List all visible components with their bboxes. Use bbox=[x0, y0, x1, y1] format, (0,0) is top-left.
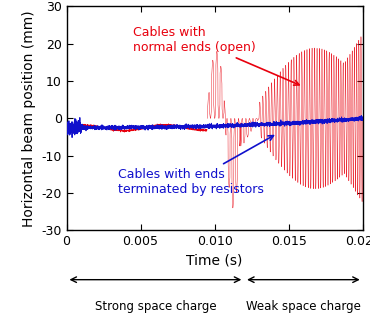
Text: Strong space charge: Strong space charge bbox=[95, 300, 216, 313]
Y-axis label: Horizontal beam position (mm): Horizontal beam position (mm) bbox=[22, 10, 36, 227]
Text: Weak space charge: Weak space charge bbox=[246, 300, 361, 313]
Text: Cables with
normal ends (open): Cables with normal ends (open) bbox=[133, 26, 299, 85]
X-axis label: Time (s): Time (s) bbox=[186, 254, 243, 268]
Text: Cables with ends
terminated by resistors: Cables with ends terminated by resistors bbox=[118, 136, 273, 196]
